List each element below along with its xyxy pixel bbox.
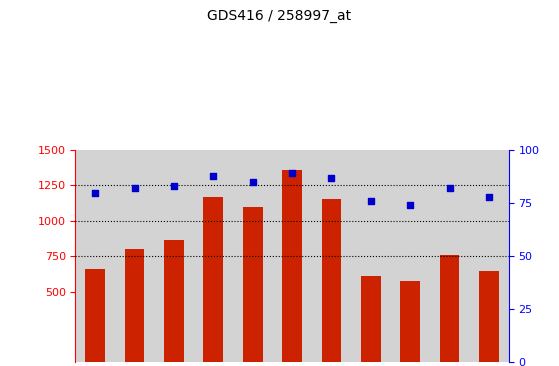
Bar [361,276,381,362]
Text: GDS416 / 258997_at: GDS416 / 258997_at [207,9,352,23]
Bar [272,150,312,362]
Point [485,194,494,200]
Point [209,173,218,179]
Point [406,202,415,208]
Point [248,179,257,185]
Bar [193,150,233,362]
Bar [400,281,420,362]
Bar [321,199,342,362]
Bar [440,255,459,362]
Bar [203,198,223,362]
Bar [154,150,193,362]
Bar [86,269,105,362]
Point [445,185,454,191]
Bar [125,249,144,362]
Bar [115,150,154,362]
Bar [479,270,499,362]
Bar [233,150,272,362]
Point [91,190,100,195]
Point [287,171,296,176]
Bar [164,240,184,362]
Bar [391,150,430,362]
Bar [351,150,391,362]
Point [169,183,178,189]
Point [130,185,139,191]
Bar [430,150,470,362]
Bar [470,150,509,362]
Bar [75,150,115,362]
Bar [243,207,263,362]
Bar [312,150,351,362]
Bar [282,170,302,362]
Point [327,175,336,180]
Point [366,198,375,204]
